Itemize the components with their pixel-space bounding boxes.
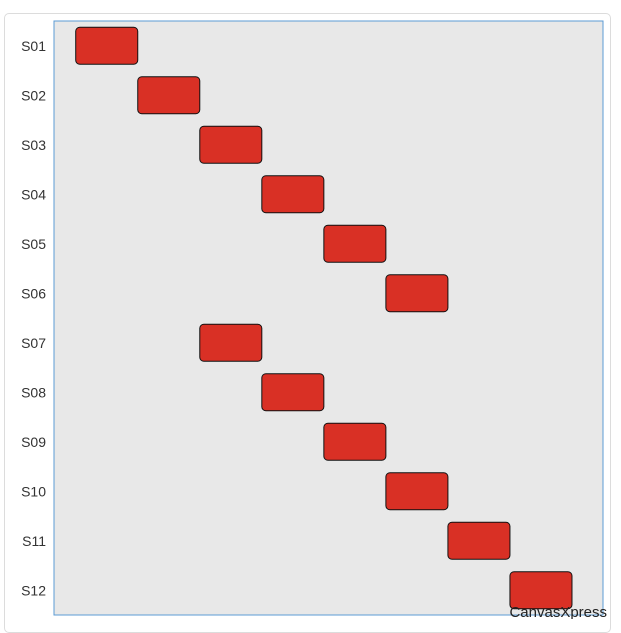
y-tick-label-s12: S12 — [21, 582, 46, 598]
bar-s05[interactable] — [323, 224, 387, 263]
bar-s02[interactable] — [137, 76, 201, 115]
bar-s04[interactable] — [261, 175, 325, 214]
bar-s11[interactable] — [447, 521, 511, 560]
plot-area — [53, 20, 604, 616]
y-tick-label-s02: S02 — [21, 87, 46, 103]
bar-s08[interactable] — [261, 373, 325, 412]
y-tick-label-s07: S07 — [21, 335, 46, 351]
bar-s09[interactable] — [323, 422, 387, 461]
bar-s06[interactable] — [385, 274, 449, 313]
bar-s12[interactable] — [509, 571, 573, 610]
gantt-chart: S01 S02 S03 S04 S05 S06 S07 S08 S09 S10 S11 S12 Can… — [21, 20, 607, 619]
bar-s03[interactable] — [199, 125, 263, 164]
watermark-text: CanvasXpress — [509, 604, 607, 619]
y-tick-label-s06: S06 — [21, 285, 46, 301]
bar-s01[interactable] — [75, 26, 139, 65]
y-tick-label-s08: S08 — [21, 384, 46, 400]
bar-s07[interactable] — [199, 323, 263, 362]
y-axis-labels: S01 S02 S03 S04 S05 S06 S07 S08 S09 S10 S11 S12 — [21, 38, 46, 599]
bars — [75, 26, 573, 610]
y-tick-label-s10: S10 — [21, 483, 46, 499]
y-tick-label-s05: S05 — [21, 236, 46, 252]
y-tick-label-s11: S11 — [22, 533, 46, 549]
y-tick-label-s03: S03 — [21, 137, 46, 153]
bar-s10[interactable] — [385, 472, 449, 511]
y-tick-label-s09: S09 — [21, 434, 46, 450]
y-tick-label-s04: S04 — [21, 186, 46, 202]
y-tick-label-s01: S01 — [21, 38, 46, 54]
